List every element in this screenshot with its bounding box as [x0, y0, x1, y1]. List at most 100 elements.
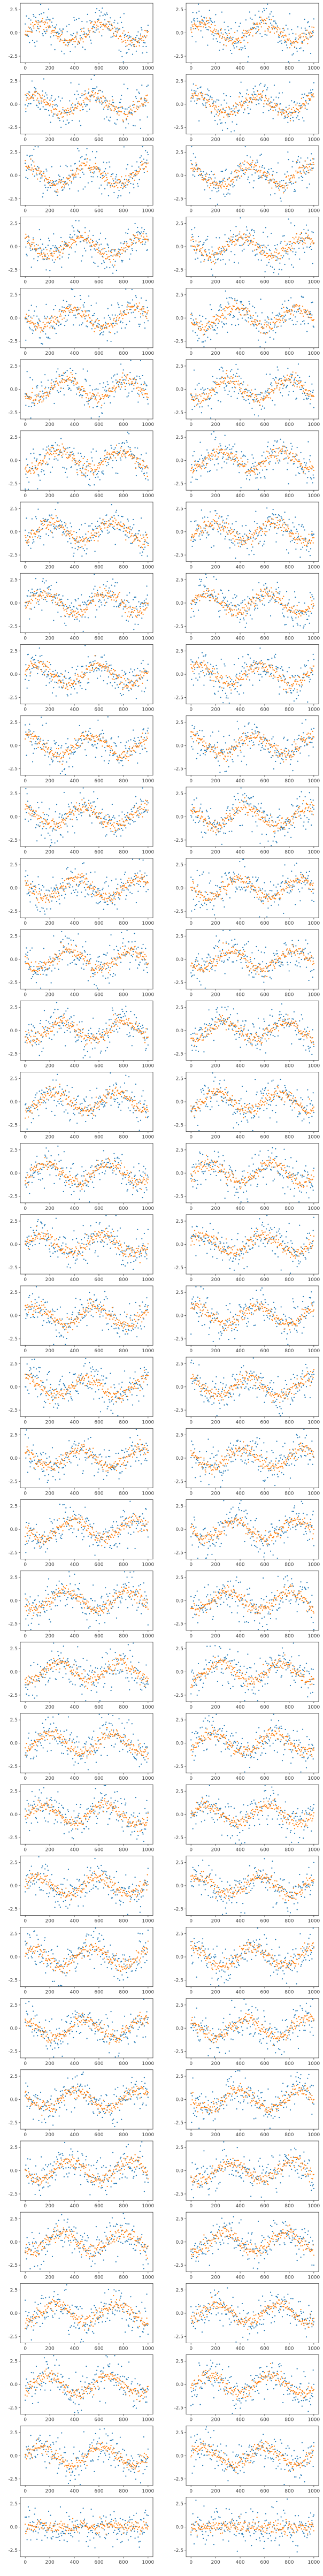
- smoothed-point: [52, 101, 53, 102]
- smoothed-point: [303, 238, 304, 239]
- smoothed-point: [225, 181, 226, 182]
- smoothed-point: [300, 36, 301, 37]
- smoothed-point: [131, 245, 132, 246]
- smoothed-point: [67, 182, 68, 184]
- raw-point: [217, 100, 218, 101]
- raw-point: [52, 18, 53, 19]
- raw-point: [33, 171, 34, 172]
- raw-point: [264, 86, 265, 87]
- smoothed-point: [71, 244, 72, 245]
- raw-point: [124, 35, 125, 36]
- smoothed-point: [247, 239, 248, 240]
- smoothed-point: [60, 182, 61, 184]
- raw-point: [258, 26, 259, 27]
- smoothed-point: [32, 32, 33, 33]
- smoothed-point: [54, 316, 55, 317]
- smoothed-point: [263, 22, 264, 24]
- smoothed-point: [83, 240, 84, 241]
- smoothed-point: [55, 185, 56, 186]
- raw-point: [232, 39, 233, 40]
- smoothed-point: [239, 237, 240, 238]
- raw-point: [140, 233, 141, 234]
- smoothed-point: [199, 92, 201, 93]
- raw-point: [199, 326, 201, 327]
- smoothed-point: [34, 92, 35, 93]
- y-tick-label: 2.5: [10, 79, 18, 84]
- smoothed-point: [77, 314, 78, 315]
- raw-point: [91, 79, 92, 80]
- raw-point: [37, 107, 39, 108]
- smoothed-point: [79, 42, 80, 43]
- raw-point: [270, 180, 271, 181]
- smoothed-point: [62, 310, 63, 311]
- x-tick-label: 800: [119, 209, 128, 214]
- smoothed-point: [276, 181, 277, 182]
- raw-point: [102, 15, 103, 16]
- raw-point: [137, 231, 139, 232]
- raw-point: [136, 98, 137, 99]
- raw-point: [145, 150, 146, 151]
- smoothed-point: [219, 36, 220, 37]
- y-tick-label: -2.5: [8, 54, 18, 59]
- raw-point: [31, 28, 32, 29]
- smoothed-point: [122, 33, 123, 34]
- subplot-2: 0 200 400 600 800 1000-2.50.02.5: [174, 3, 320, 71]
- raw-point: [262, 245, 263, 246]
- raw-point: [279, 93, 280, 94]
- raw-point: [38, 318, 39, 319]
- raw-point: [142, 146, 143, 147]
- subplot-8: 0 200 400 600 800 1000-2.50.02.5: [174, 217, 320, 285]
- x-tick-label: 800: [284, 351, 294, 356]
- smoothed-point: [311, 170, 312, 171]
- smoothed-point: [248, 240, 249, 241]
- smoothed-point: [301, 232, 302, 233]
- smoothed-point: [230, 113, 231, 115]
- raw-point: [32, 95, 33, 96]
- smoothed-point: [235, 107, 236, 108]
- raw-point: [235, 106, 236, 107]
- raw-point: [141, 227, 142, 228]
- smoothed-point: [36, 248, 37, 249]
- raw-point: [94, 248, 95, 249]
- smoothed-point: [80, 110, 81, 111]
- raw-point: [77, 307, 78, 308]
- raw-point: [303, 248, 304, 249]
- raw-point: [133, 312, 134, 313]
- smoothed-point: [42, 95, 43, 96]
- raw-point: [129, 35, 130, 36]
- smoothed-point: [122, 182, 123, 184]
- smoothed-point: [78, 103, 79, 104]
- raw-point: [234, 185, 235, 186]
- smoothed-point: [125, 114, 126, 115]
- raw-point: [193, 236, 194, 237]
- raw-point: [278, 111, 279, 112]
- smoothed-point: [112, 186, 113, 187]
- raw-point: [83, 307, 84, 308]
- raw-point: [36, 316, 37, 317]
- raw-point: [102, 248, 103, 249]
- smoothed-point: [199, 98, 200, 99]
- raw-point: [283, 180, 284, 181]
- raw-point: [245, 102, 247, 103]
- smoothed-point: [239, 40, 240, 41]
- raw-point: [205, 179, 206, 180]
- raw-point: [239, 233, 240, 234]
- raw-point: [222, 309, 224, 310]
- smoothed-point: [123, 41, 124, 42]
- smoothed-point: [288, 116, 289, 117]
- smoothed-point: [303, 103, 304, 104]
- raw-point: [48, 337, 49, 338]
- smoothed-point: [229, 185, 230, 186]
- raw-point: [80, 35, 81, 36]
- raw-point: [133, 184, 134, 185]
- raw-point: [222, 49, 224, 50]
- smoothed-point: [137, 234, 138, 235]
- raw-point: [209, 10, 210, 11]
- raw-point: [111, 304, 112, 306]
- raw-point: [88, 182, 89, 184]
- raw-point: [209, 249, 210, 250]
- x-tick-label: 400: [70, 351, 79, 356]
- raw-point: [51, 325, 52, 326]
- raw-point: [118, 307, 119, 308]
- raw-point: [250, 318, 251, 319]
